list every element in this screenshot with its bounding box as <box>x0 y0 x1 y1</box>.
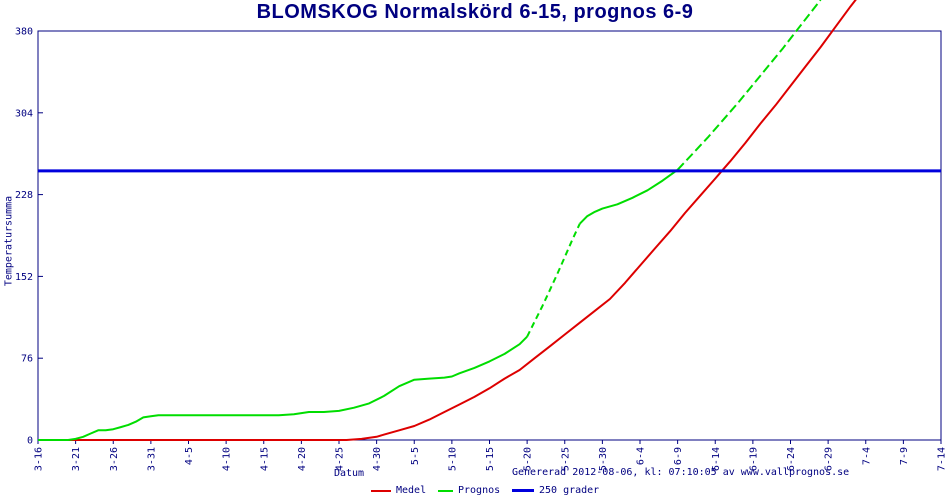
y-tick-label: 228 <box>15 190 33 201</box>
series-line-medel <box>38 0 857 441</box>
series-line-prognos <box>526 223 581 338</box>
x-tick-label: 5-10 <box>447 447 458 471</box>
y-axis-title: Temperatursumma <box>3 195 15 287</box>
x-tick-label: 4-20 <box>297 447 308 471</box>
y-tick-label: 152 <box>15 272 33 283</box>
x-tick-label: 5-30 <box>598 447 609 471</box>
series-line-prognos <box>38 335 528 441</box>
x-tick-label: 5-20 <box>523 447 534 471</box>
x-tick-label: 6-14 <box>711 447 722 471</box>
x-tick-label: 3-21 <box>71 447 82 471</box>
x-tick-label: 4-25 <box>335 447 346 471</box>
y-tick-label: 76 <box>21 354 33 365</box>
generated-timestamp-note: Genererad 2012-08-06, kl: 07:10:05 av ww… <box>512 467 850 478</box>
series-line-prognos <box>676 0 822 171</box>
legend-label-prognos: Prognos <box>458 485 501 496</box>
x-tick-label: 4-30 <box>372 447 383 471</box>
y-tick-label: 0 <box>27 436 33 447</box>
x-tick-label: 3-16 <box>34 447 45 471</box>
x-tick-label: 6-9 <box>673 447 684 465</box>
plot-frame <box>37 30 942 441</box>
y-tick-label: 380 <box>15 27 33 38</box>
y-tick-label: 304 <box>15 108 33 119</box>
x-tick-label: 4-5 <box>184 447 195 465</box>
x-tick-label: 3-26 <box>109 447 120 471</box>
legend-label-medel: Medel <box>396 485 427 496</box>
x-tick-label: 3-31 <box>146 447 157 471</box>
x-tick-label: 5-5 <box>410 447 421 465</box>
legend-item-250-grader: 250 grader <box>512 485 599 496</box>
chart-title: BLOMSKOG Normalskörd 6-15, prognos 6-9 <box>256 1 694 23</box>
x-tick-label: 7-14 <box>937 447 948 471</box>
legend-item-prognos: Prognos <box>438 485 500 496</box>
medel-line-swatch <box>371 489 391 492</box>
x-tick-label: 5-15 <box>485 447 496 471</box>
x-tick-label: 6-24 <box>786 447 797 471</box>
x-tick-label: 7-4 <box>861 447 872 465</box>
x-tick-label: 6-4 <box>636 447 647 465</box>
x-tick-label: 4-15 <box>259 447 270 471</box>
x-tick-label: 6-29 <box>824 447 835 471</box>
x-tick-label: 7-9 <box>899 447 910 465</box>
grader-line-swatch <box>512 489 534 492</box>
x-tick-label: 5-25 <box>560 447 571 471</box>
series-line-prognos <box>579 168 679 225</box>
prognos-line-swatch <box>438 489 453 492</box>
x-tick-label: 4-10 <box>222 447 233 471</box>
legend-label-250-grader: 250 grader <box>539 485 600 496</box>
x-tick-label: 6-19 <box>748 447 759 471</box>
legend-item-medel: Medel <box>371 485 426 496</box>
x-axis-title: Datum <box>333 468 365 479</box>
